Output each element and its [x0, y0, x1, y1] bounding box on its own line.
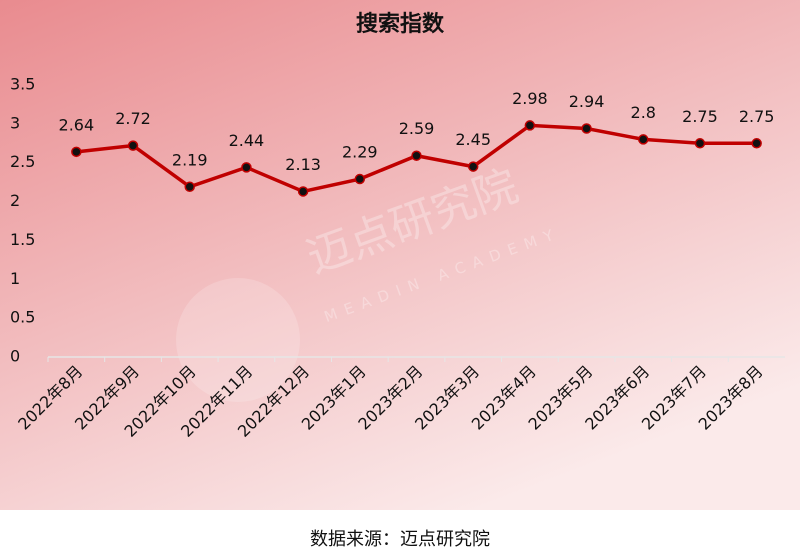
value-label: 2.19: [172, 150, 208, 169]
marker: [411, 150, 422, 161]
y-tick-label: 1: [10, 269, 20, 288]
chart-title: 搜索指数: [356, 11, 445, 37]
value-label: 2.75: [739, 107, 775, 126]
watermark-logo: [176, 278, 300, 402]
marker: [694, 138, 706, 149]
value-label: 2.8: [631, 103, 656, 122]
y-tick-label: 3.5: [10, 75, 35, 94]
y-tick-label: 2: [10, 191, 20, 210]
marker: [524, 120, 536, 131]
y-tick-label: 3: [10, 113, 20, 132]
value-label: 2.72: [115, 109, 151, 128]
y-tick-label: 0: [10, 347, 20, 366]
marker: [354, 173, 366, 185]
y-tick-label: 2.5: [10, 152, 35, 171]
value-label: 2.94: [569, 92, 605, 111]
marker: [467, 161, 479, 172]
value-label: 2.13: [285, 155, 321, 174]
marker: [241, 162, 252, 173]
background: [0, 0, 800, 510]
value-label: 2.59: [399, 119, 435, 138]
value-label: 2.44: [229, 131, 265, 150]
value-label: 2.75: [682, 107, 718, 126]
value-label: 2.64: [59, 115, 95, 134]
y-tick-label: 0.5: [10, 308, 35, 327]
source-note: 数据来源：迈点研究院: [310, 529, 490, 550]
marker: [638, 134, 649, 145]
marker: [127, 140, 139, 151]
value-label: 2.29: [342, 143, 378, 162]
marker: [184, 181, 195, 193]
marker: [581, 123, 592, 134]
marker: [71, 146, 82, 158]
y-tick-label: 1.5: [10, 230, 35, 249]
value-label: 2.45: [455, 130, 491, 149]
marker: [297, 186, 309, 197]
value-label: 2.98: [512, 89, 548, 108]
footer-background: [0, 510, 800, 556]
marker: [751, 138, 762, 149]
